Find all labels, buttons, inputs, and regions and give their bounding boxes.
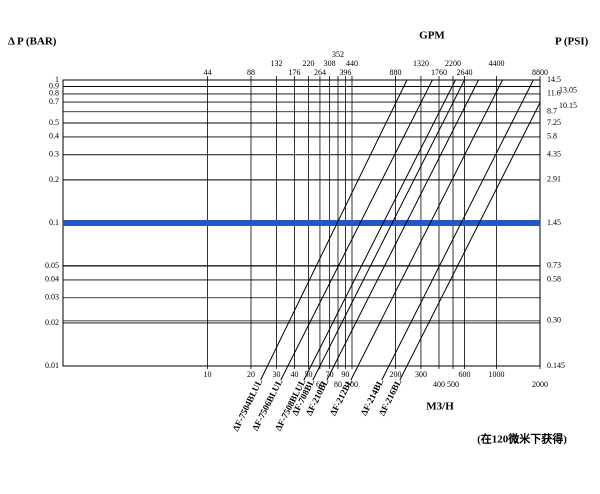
leader-line [381,365,390,381]
x2-tick-label: 132 [270,59,282,68]
x2-tick-label: 308 [324,59,336,68]
y-tick-label: 0.03 [45,293,59,302]
flow-line [357,80,503,366]
x-axis-title: M3/H [426,401,454,413]
y2-tick-label: 4.35 [547,150,561,159]
y-tick-label: 0.3 [49,150,59,159]
y-tick-label: 0.4 [49,132,59,141]
y2-tick-label: 1.45 [547,218,561,227]
y2-tick-label: 0.58 [547,275,561,284]
series-lines [267,80,540,366]
x2-tick-label: 2200 [445,59,461,68]
note: (在120微米下获得) [477,432,567,446]
flow-line [310,80,456,366]
x-tick-label: 40 [290,370,298,379]
y2-axis-title: P (PSI) [555,36,589,48]
x2-tick-label: 4400 [489,59,505,68]
x-tick-label: 10 [204,370,212,379]
x-tick-label: 400 [433,380,445,389]
y-axis-title: Δ P (BAR) [8,36,57,48]
flow-line [333,80,479,366]
x2-tick-label: 44 [204,68,212,77]
x-tick-label: 1000 [489,370,505,379]
x-tick-label: 100 [346,380,358,389]
leader-line [399,365,408,381]
y-tick-label: 0.02 [45,318,59,327]
x-tick-label: 300 [415,370,427,379]
y-tick-label: 0.5 [49,118,59,127]
leader-line [350,365,359,381]
leader-line [280,365,289,381]
x-tick-label: 200 [389,370,401,379]
x-tick-label: 500 [447,380,459,389]
y2-tick-label: 8.7 [547,107,557,116]
leader-line [303,365,312,381]
y-tick-label: 0.01 [45,361,59,370]
leader-line [260,365,268,381]
y2-tick-label: 14.5 [547,75,561,84]
y-tick-label: 0.04 [45,275,59,284]
y-tick-label: 1 [55,75,59,84]
flow-line [319,80,465,366]
y2-tick-label: 7.25 [547,118,561,127]
y-tick-label: 0.7 [49,97,59,106]
leader-line [312,365,321,381]
y2-tick-label: 2.91 [547,175,561,184]
x-tick-label: 90 [341,370,349,379]
y2-tick-label: 0.145 [547,361,565,370]
y-tick-label: 0.9 [49,81,59,90]
flow-line [406,101,540,366]
x2-tick-label: 88 [247,68,255,77]
x2-tick-label: 1760 [431,68,447,77]
x-tick-label: 80 [334,380,342,389]
x-tick-label: 600 [458,370,470,379]
y-tick-label: 0.1 [49,218,59,227]
y2-tick-label: 5.8 [547,132,557,141]
x2-tick-label: 220 [303,59,315,68]
x2-tick-label: 264 [314,68,326,77]
x-tick-label: 2000 [532,380,548,389]
flow-line [388,80,534,366]
x2-tick-label: 396 [339,68,351,77]
y-tick-label: 0.8 [49,89,59,98]
x2-tick-label: 2640 [456,68,472,77]
y2-tick-label: 0.30 [547,316,561,325]
x2-tick-label: 352 [332,50,344,59]
y-tick-label: 0.2 [49,175,59,184]
y2-tick-label: 10.15 [559,101,577,110]
x2-tick-label: 440 [346,59,358,68]
y2-tick-label: 13.05 [559,85,577,94]
flow-line [287,80,433,366]
x-tick-label: 30 [272,370,280,379]
y-tick-label: 0.05 [45,261,59,270]
y2-tick-label: 0.73 [547,260,561,269]
flow-line [267,80,408,366]
x2-tick-label: 880 [389,68,401,77]
y2-tick-label: 11.6 [547,89,561,98]
leader-line [326,365,335,381]
x2-tick-label: 1320 [413,59,429,68]
x-tick-label: 20 [247,370,255,379]
x2-tick-label: 176 [288,68,300,77]
x2-tick-label: 8800 [532,68,548,77]
x-tick-label: 50 [305,370,313,379]
x-tick-label: 60 [316,380,324,389]
x2-axis-title: GPM [419,30,445,42]
